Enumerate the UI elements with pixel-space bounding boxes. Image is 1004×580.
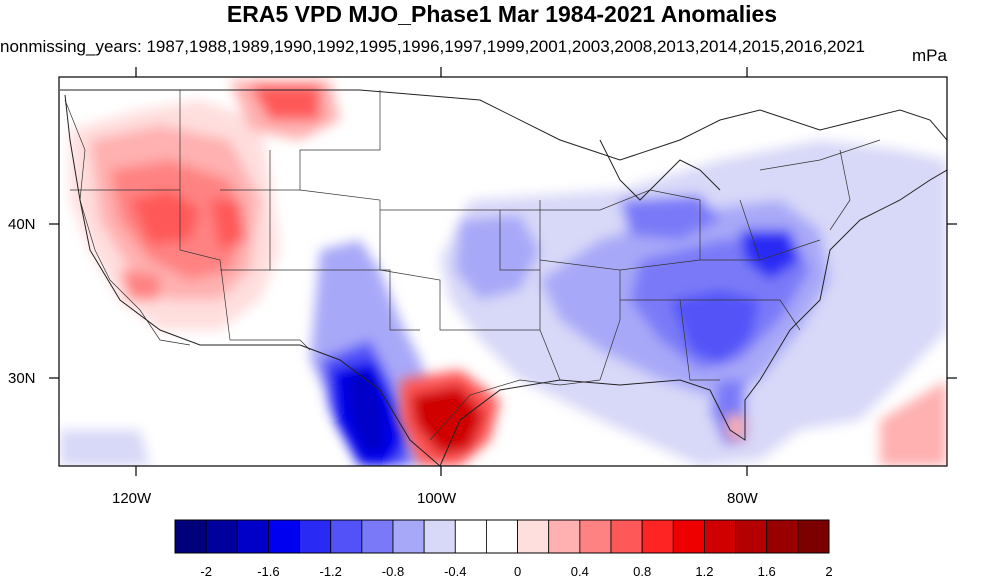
colorbar-tick-label: -0.8: [381, 564, 405, 579]
map-subtitle: nonmissing_years: 1987,1988,1989,1990,19…: [0, 37, 865, 56]
colorbar-swatch: [454, 519, 487, 554]
colorbar-swatch: [672, 519, 705, 554]
colorbar-swatch: [641, 519, 674, 554]
map-frame: [58, 76, 948, 467]
map-title: ERA5 VPD MJO_Phase1 Mar 1984-2021 Anomal…: [226, 1, 778, 27]
colorbar-swatch: [579, 519, 612, 554]
colorbar: [174, 519, 830, 554]
lat-label-40n: 40N: [8, 216, 36, 233]
colorbar-swatch: [766, 519, 799, 554]
colorbar-swatch: [797, 519, 830, 554]
colorbar-swatch: [735, 519, 768, 554]
colorbar-swatch: [548, 519, 581, 554]
colorbar-swatch: [330, 519, 363, 554]
colorbar-swatch: [174, 519, 207, 554]
colorbar-swatch: [704, 519, 736, 554]
colorbar-swatch: [392, 519, 425, 554]
colorbar-swatch: [236, 519, 269, 554]
anomaly-field: [59, 77, 947, 466]
colorbar-tick-label: 0.4: [570, 564, 589, 579]
colorbar-tick-label: -1.2: [319, 564, 342, 579]
colorbar-swatch: [486, 519, 518, 554]
state-boundaries: [64, 90, 881, 441]
colorbar-tick-label: 1.2: [695, 564, 714, 579]
colorbar-tick-label: 2: [825, 564, 833, 579]
colorbar-outline: [174, 519, 830, 554]
axis-ticks: [49, 67, 957, 476]
units-label: mPa: [912, 46, 947, 65]
lat-label-30n: 30N: [8, 370, 36, 387]
coastlines: [60, 89, 947, 466]
colorbar-swatch: [610, 519, 643, 554]
colorbar-tick-label: -1.6: [257, 564, 280, 579]
colorbar-tick-label: 1.6: [757, 564, 776, 579]
colorbar-swatch: [361, 519, 394, 554]
colorbar-tick-label: 0: [513, 564, 522, 579]
colorbar-swatch: [205, 519, 238, 554]
colorbar-swatch: [517, 519, 550, 554]
colorbar-tick-label: -2: [200, 564, 212, 579]
colorbar-swatch: [268, 519, 300, 554]
lon-label-80w: 80W: [727, 490, 758, 507]
colorbar-tick-label: -0.4: [444, 564, 467, 579]
lon-label-100w: 100W: [417, 490, 457, 507]
colorbar-swatch: [423, 519, 456, 554]
lon-label-120w: 120W: [112, 490, 152, 507]
colorbar-swatch: [299, 519, 332, 554]
colorbar-tick-label: 0.8: [633, 564, 652, 579]
